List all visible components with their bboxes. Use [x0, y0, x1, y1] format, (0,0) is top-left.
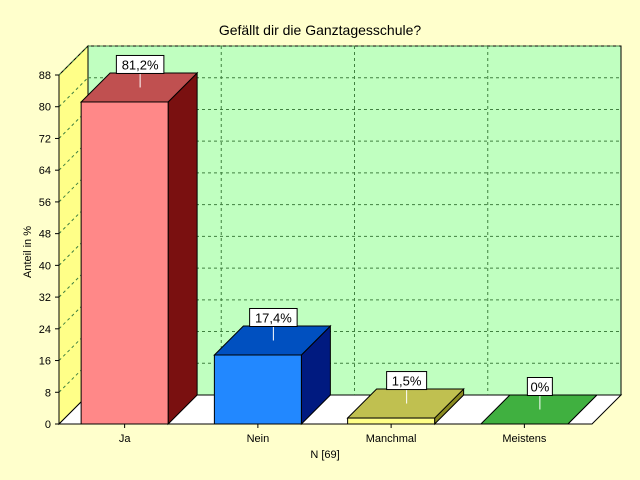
y-tick-label: 64 [39, 165, 51, 177]
gridline-wall [58, 204, 89, 234]
value-labels: 81,2% 17,4% 1,5% 0% [115, 54, 553, 410]
bar-side [167, 71, 198, 426]
x-tick-label: Nein [247, 433, 270, 445]
gridline-wall [58, 267, 89, 298]
x-tick-label: Meistens [502, 433, 547, 445]
y-axis-title: Anteil in % [22, 226, 34, 278]
data-label-manchmal: 1,5% [386, 371, 428, 404]
data-label-meistens: 0% [526, 377, 553, 410]
data-label-nein: 17,4% [249, 307, 298, 341]
x-tick-label: Manchmal [366, 433, 417, 445]
gridline-wall [58, 331, 89, 361]
x-axis-title: N [69] [310, 449, 339, 461]
gridline-wall [58, 140, 89, 171]
chart-title: Gefällt dir die Ganztagesschule? [219, 22, 422, 38]
bar-manchmal [346, 387, 465, 426]
data-label-ja: 81,2% [115, 54, 165, 88]
gridline-wall [58, 172, 89, 203]
y-tick-label: 80 [39, 102, 51, 114]
bar-front [347, 417, 436, 425]
x-tick-label: Ja [119, 433, 132, 445]
data-label-box [249, 307, 298, 327]
bars [79, 71, 599, 426]
data-label-box [526, 377, 553, 396]
x-axis: Ja Nein Manchmal Meistens [59, 423, 592, 445]
bar-nein [213, 324, 332, 426]
bar-ja [79, 71, 199, 426]
data-label: 0% [530, 380, 549, 395]
y-tick-label: 48 [39, 229, 51, 241]
gridline-wall [58, 299, 89, 330]
y-tick-label: 32 [39, 292, 51, 304]
gridline-wall [58, 77, 89, 108]
gridline-wall [58, 109, 89, 139]
y-axis: 0 8 16 24 32 40 48 56 64 72 80 88 [39, 70, 60, 431]
y-tick-label: 40 [39, 260, 51, 272]
grid-lines [58, 45, 622, 395]
y-tick-label: 56 [39, 197, 51, 209]
data-label: 17,4% [255, 310, 292, 325]
y-tick-label: 72 [39, 133, 51, 145]
data-label-box [386, 371, 428, 391]
y-tick-label: 24 [39, 324, 51, 336]
data-label: 1,5% [392, 374, 422, 389]
data-label-box [115, 54, 165, 74]
gridline-wall [58, 362, 89, 393]
y-tick-label: 88 [39, 70, 51, 82]
data-label: 81,2% [122, 57, 159, 72]
y-tick-label: 0 [45, 419, 51, 431]
bar-front [213, 354, 302, 425]
bar-front [80, 101, 169, 425]
y-tick-label: 8 [45, 387, 51, 399]
gridline-wall [58, 236, 89, 266]
y-tick-label: 16 [39, 356, 51, 368]
gridline-wall [58, 45, 89, 76]
